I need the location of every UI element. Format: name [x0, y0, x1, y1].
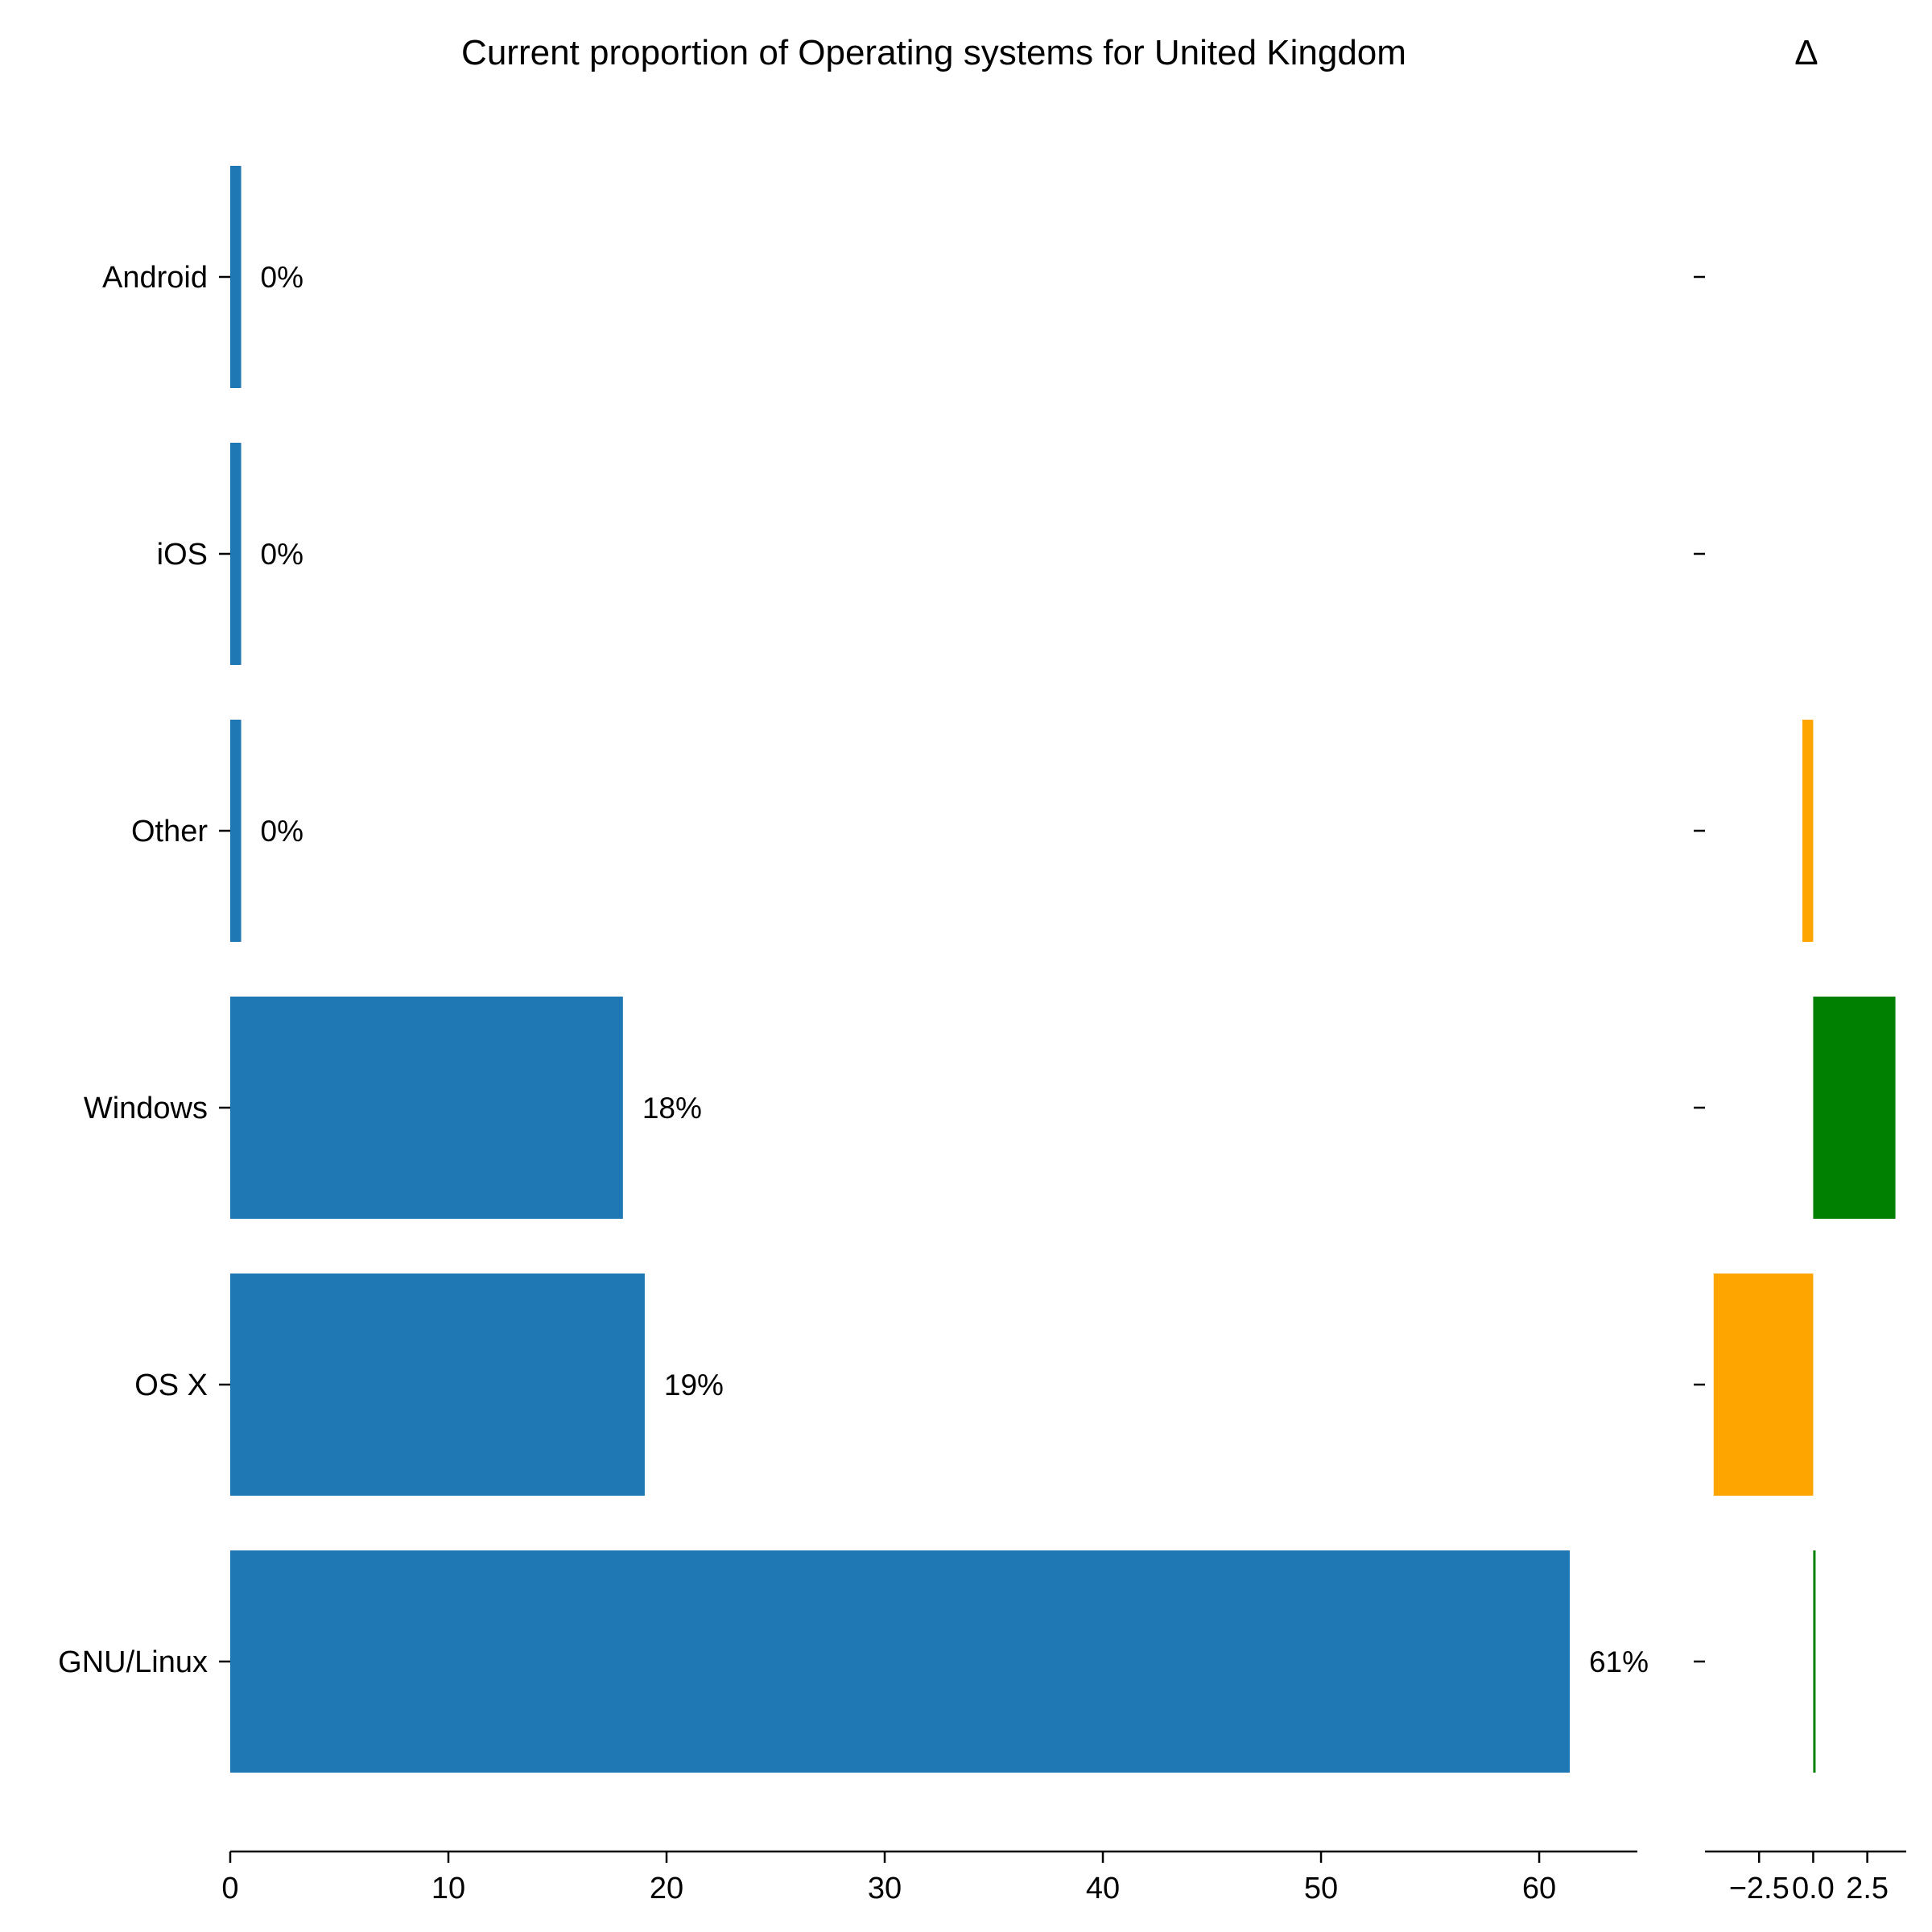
bar-value-label-android: 0% [261, 261, 303, 294]
delta-bar-os-x [1713, 1274, 1814, 1496]
y-category-label-gnu-linux: GNU/Linux [58, 1645, 208, 1679]
delta-chart-title: Δ [1794, 33, 1818, 72]
main-x-tick-label: 10 [431, 1872, 465, 1905]
main-x-tick-label: 60 [1522, 1872, 1556, 1905]
main-bar-panel: Android 0% iOS 0% Other 0% Windows 18% OS X 19% GN… [58, 166, 1649, 1905]
y-category-label-other: Other [131, 815, 208, 848]
y-category-label-os-x: OS X [134, 1368, 208, 1402]
main-bar-gnu-linux [230, 1550, 1570, 1773]
delta-x-tick-label: −2.5 [1729, 1872, 1790, 1905]
main-x-tick-label: 50 [1304, 1872, 1338, 1905]
main-x-tick-label: 30 [868, 1872, 902, 1905]
main-x-tick-label: 0 [221, 1872, 238, 1905]
delta-bar-gnu-linux [1813, 1550, 1816, 1773]
y-category-label-android: Android [102, 261, 208, 295]
main-bar-windows [230, 997, 623, 1219]
main-bar-android [230, 166, 242, 388]
main-bar-os-x [230, 1274, 645, 1496]
main-x-tick-label: 20 [650, 1872, 683, 1905]
delta-bar-panel: −2.5 0.0 2.5 [1694, 275, 1906, 1905]
delta-x-tick-label: 2.5 [1846, 1872, 1889, 1905]
bar-value-label-ios: 0% [261, 538, 303, 571]
delta-x-tick-label: 0.0 [1792, 1872, 1835, 1905]
y-category-label-windows: Windows [84, 1092, 208, 1125]
main-chart-title: Current proportion of Operating systems … [461, 33, 1406, 72]
bar-value-label-gnu-linux: 61% [1589, 1645, 1649, 1678]
main-bar-ios [230, 443, 242, 665]
bar-value-label-windows: 18% [642, 1092, 702, 1125]
main-bar-other [230, 720, 242, 942]
y-category-label-ios: iOS [157, 538, 208, 572]
main-x-tick-label: 40 [1086, 1872, 1120, 1905]
delta-bar-windows [1813, 997, 1896, 1219]
delta-bar-other [1802, 720, 1814, 942]
bar-value-label-other: 0% [261, 815, 303, 848]
bar-value-label-os-x: 19% [664, 1368, 724, 1402]
